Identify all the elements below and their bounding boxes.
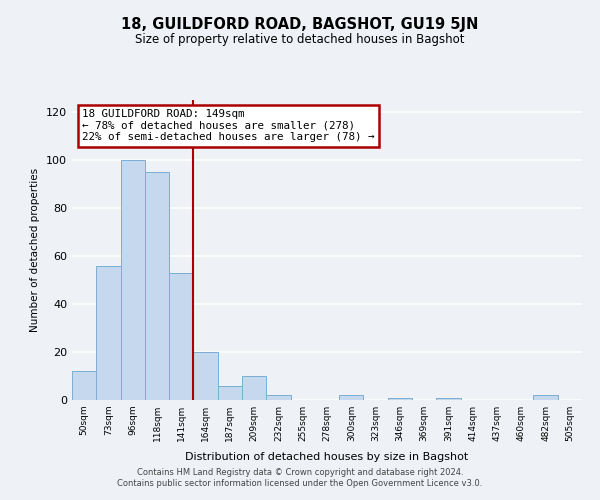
Bar: [72, 371, 96, 400]
Text: 18, GUILDFORD ROAD, BAGSHOT, GU19 5JN: 18, GUILDFORD ROAD, BAGSHOT, GU19 5JN: [121, 18, 479, 32]
Bar: [96, 266, 121, 400]
Bar: [388, 398, 412, 400]
X-axis label: Distribution of detached houses by size in Bagshot: Distribution of detached houses by size …: [185, 452, 469, 462]
Text: 18 GUILDFORD ROAD: 149sqm
← 78% of detached houses are smaller (278)
22% of semi: 18 GUILDFORD ROAD: 149sqm ← 78% of detac…: [82, 109, 374, 142]
Bar: [266, 395, 290, 400]
Y-axis label: Number of detached properties: Number of detached properties: [31, 168, 40, 332]
Bar: [242, 376, 266, 400]
Bar: [169, 273, 193, 400]
Text: Contains HM Land Registry data © Crown copyright and database right 2024.
Contai: Contains HM Land Registry data © Crown c…: [118, 468, 482, 487]
Bar: [145, 172, 169, 400]
Bar: [533, 395, 558, 400]
Bar: [193, 352, 218, 400]
Bar: [339, 395, 364, 400]
Text: Size of property relative to detached houses in Bagshot: Size of property relative to detached ho…: [135, 32, 465, 46]
Bar: [218, 386, 242, 400]
Bar: [121, 160, 145, 400]
Bar: [436, 398, 461, 400]
